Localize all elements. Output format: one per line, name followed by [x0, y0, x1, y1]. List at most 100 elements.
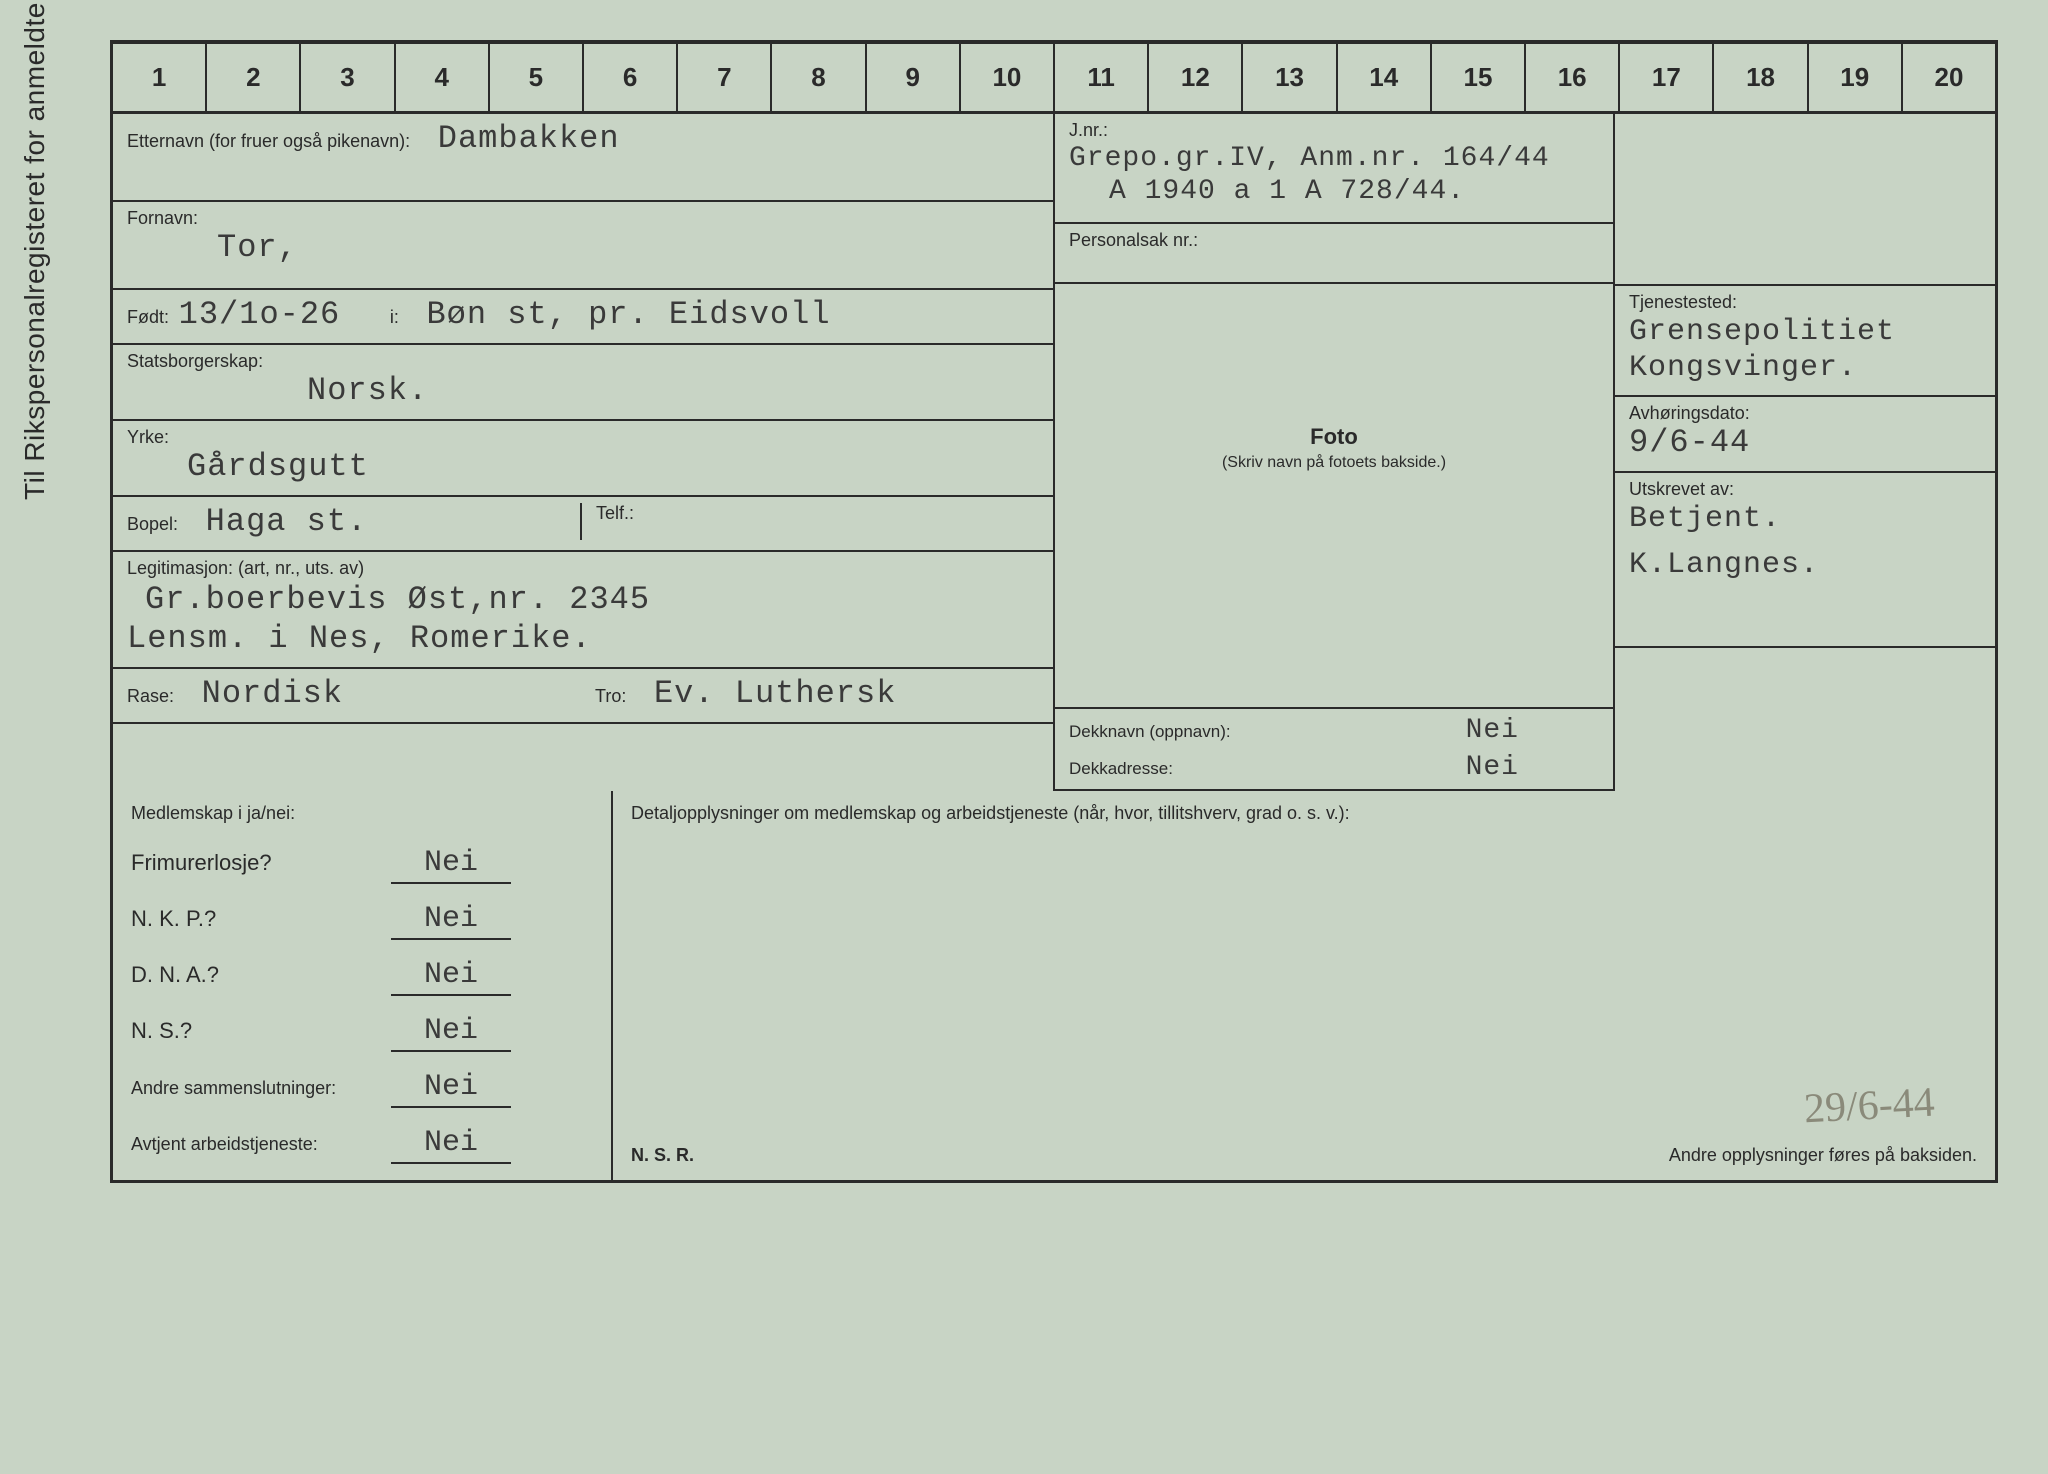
ruler-cell: 9	[867, 44, 961, 111]
ruler-cell: 15	[1432, 44, 1526, 111]
label-i: i:	[390, 307, 399, 328]
value-statsborgerskap: Norsk.	[307, 372, 428, 409]
footer-nsr: N. S. R.	[631, 1145, 694, 1166]
label-bopel: Bopel:	[127, 514, 178, 535]
value-andre: Nei	[391, 1070, 511, 1108]
value-ns: Nei	[391, 1014, 511, 1052]
field-yrke: Yrke: Gårdsgutt	[113, 421, 1053, 497]
ruler-cell: 5	[490, 44, 584, 111]
label-yrke: Yrke:	[127, 427, 169, 448]
ruler-cell: 20	[1903, 44, 1995, 111]
label-avhoringsdato: Avhøringsdato:	[1629, 403, 1750, 424]
field-nkp: N. K. P.? Nei	[131, 902, 593, 940]
label-medlemskap: Medlemskap i ja/nei:	[131, 803, 295, 824]
ruler-cell: 8	[772, 44, 866, 111]
value-etternavn: Dambakken	[438, 120, 620, 157]
field-legitimasjon: Legitimasjon: (art, nr., uts. av) Gr.boe…	[113, 552, 1053, 669]
spacer-top-right	[1615, 114, 1995, 224]
value-avhoringsdato: 9/6-44	[1629, 424, 1750, 461]
field-statsborgerskap: Statsborgerskap: Norsk.	[113, 345, 1053, 421]
field-avhoringsdato: Avhøringsdato: 9/6-44	[1615, 397, 1995, 473]
ruler-cell: 10	[961, 44, 1055, 111]
label-dna: D. N. A.?	[131, 962, 391, 988]
label-frimurer: Frimurerlosje?	[131, 850, 391, 876]
value-tjenestested1: Grensepolitiet	[1629, 315, 1981, 349]
value-bopel: Haga st.	[206, 503, 368, 540]
value-avtjent: Nei	[391, 1126, 511, 1164]
details-column: Detaljopplysninger om medlemskap og arbe…	[613, 791, 1995, 1180]
value-fodested: Bøn st, pr. Eidsvoll	[426, 296, 830, 333]
value-jnr2: A 1940 a 1 A 728/44.	[1109, 176, 1599, 207]
ruler-cell: 17	[1620, 44, 1714, 111]
field-andre: Andre sammenslutninger: Nei	[131, 1070, 593, 1108]
spacer-right-2	[1615, 224, 1995, 284]
label-detalj: Detaljopplysninger om medlemskap og arbe…	[631, 803, 1350, 824]
ruler-cell: 7	[678, 44, 772, 111]
field-utskrevet: Utskrevet av: Betjent. K.Langnes.	[1615, 473, 1995, 648]
label-ns: N. S.?	[131, 1018, 391, 1044]
label-personalsak: Personalsak nr.:	[1069, 230, 1198, 251]
label-fornavn: Fornavn:	[127, 208, 198, 229]
pencil-annotation: 29/6-44	[1803, 1079, 1936, 1134]
label-fodt: Født:	[127, 307, 169, 328]
ruler-cell: 12	[1149, 44, 1243, 111]
field-rase-tro: Rase: Nordisk Tro: Ev. Luthersk	[113, 669, 1053, 724]
ruler-cell: 13	[1243, 44, 1337, 111]
label-rase: Rase:	[127, 686, 174, 707]
value-utskrevet1: Betjent.	[1629, 502, 1981, 536]
label-legitimasjon: Legitimasjon: (art, nr., uts. av)	[127, 558, 364, 579]
label-telf: Telf.:	[596, 503, 634, 524]
record-card: 1234567891011121314151617181920 Etternav…	[110, 40, 1998, 1183]
label-dekkadresse: Dekkadresse:	[1069, 759, 1173, 779]
label-etternavn: Etternavn (for fruer også pikenavn):	[127, 131, 410, 152]
value-yrke: Gårdsgutt	[187, 448, 369, 485]
label-tjenestested: Tjenestested:	[1629, 292, 1737, 313]
label-avtjent: Avtjent arbeidstjeneste:	[131, 1134, 391, 1156]
field-avtjent: Avtjent arbeidstjeneste: Nei	[131, 1126, 593, 1164]
field-fornavn: Fornavn: Tor,	[113, 202, 1053, 290]
label-foto: Foto	[1055, 424, 1613, 450]
field-dna: D. N. A.? Nei	[131, 958, 593, 996]
field-jnr: J.nr.: Grepo.gr.IV, Anm.nr. 164/44 A 194…	[1055, 114, 1613, 224]
ruler-cell: 4	[396, 44, 490, 111]
field-foto: Foto (Skriv navn på fotoets bakside.)	[1055, 284, 1613, 709]
value-nkp: Nei	[391, 902, 511, 940]
bottom-section: Medlemskap i ja/nei: Frimurerlosje? Nei …	[113, 791, 1995, 1180]
vertical-title: Til Rikspersonalregisteret for anmeldte.	[19, 0, 51, 500]
field-bopel: Bopel: Haga st. Telf.:	[113, 497, 1053, 552]
field-dekk: Dekknavn (oppnavn): Nei Dekkadresse: Nei	[1055, 709, 1613, 791]
label-utskrevet: Utskrevet av:	[1629, 479, 1734, 500]
value-rase: Nordisk	[202, 675, 343, 712]
ruler-cell: 11	[1055, 44, 1149, 111]
value-dna: Nei	[391, 958, 511, 996]
field-etternavn: Etternavn (for fruer også pikenavn): Dam…	[113, 114, 1053, 202]
value-jnr1: Grepo.gr.IV, Anm.nr. 164/44	[1069, 143, 1599, 174]
spacer-right-bottom	[1615, 648, 1995, 726]
membership-column: Medlemskap i ja/nei: Frimurerlosje? Nei …	[113, 791, 613, 1180]
middle-column: J.nr.: Grepo.gr.IV, Anm.nr. 164/44 A 194…	[1055, 114, 1615, 791]
ruler-cell: 16	[1526, 44, 1620, 111]
value-utskrevet2: K.Langnes.	[1629, 548, 1981, 582]
field-fodt: Født: 13/1o-26 i: Bøn st, pr. Eidsvoll	[113, 290, 1053, 345]
footer-andre-opp: Andre opplysninger føres på baksiden.	[1669, 1145, 1977, 1166]
value-dekknavn: Nei	[1466, 715, 1519, 746]
ruler-cell: 3	[301, 44, 395, 111]
label-foto-sub: (Skriv navn på fotoets bakside.)	[1055, 454, 1613, 472]
ruler-cell: 19	[1809, 44, 1903, 111]
field-ns: N. S.? Nei	[131, 1014, 593, 1052]
label-tro: Tro:	[595, 686, 626, 707]
label-nkp: N. K. P.?	[131, 906, 391, 932]
ruler-cell: 14	[1338, 44, 1432, 111]
field-frimurer: Frimurerlosje? Nei	[131, 846, 593, 884]
value-legitimasjon2: Lensm. i Nes, Romerike.	[127, 620, 1039, 657]
value-tro: Ev. Luthersk	[654, 675, 896, 712]
value-legitimasjon1: Gr.boerbevis Øst,nr. 2345	[145, 581, 1039, 618]
ruler-cell: 2	[207, 44, 301, 111]
ruler: 1234567891011121314151617181920	[113, 44, 1995, 114]
ruler-cell: 18	[1714, 44, 1808, 111]
field-personalsak: Personalsak nr.:	[1055, 224, 1613, 284]
label-statsborgerskap: Statsborgerskap:	[127, 351, 263, 372]
label-andre: Andre sammenslutninger:	[131, 1078, 391, 1100]
ruler-cell: 6	[584, 44, 678, 111]
value-tjenestested2: Kongsvinger.	[1629, 351, 1981, 385]
